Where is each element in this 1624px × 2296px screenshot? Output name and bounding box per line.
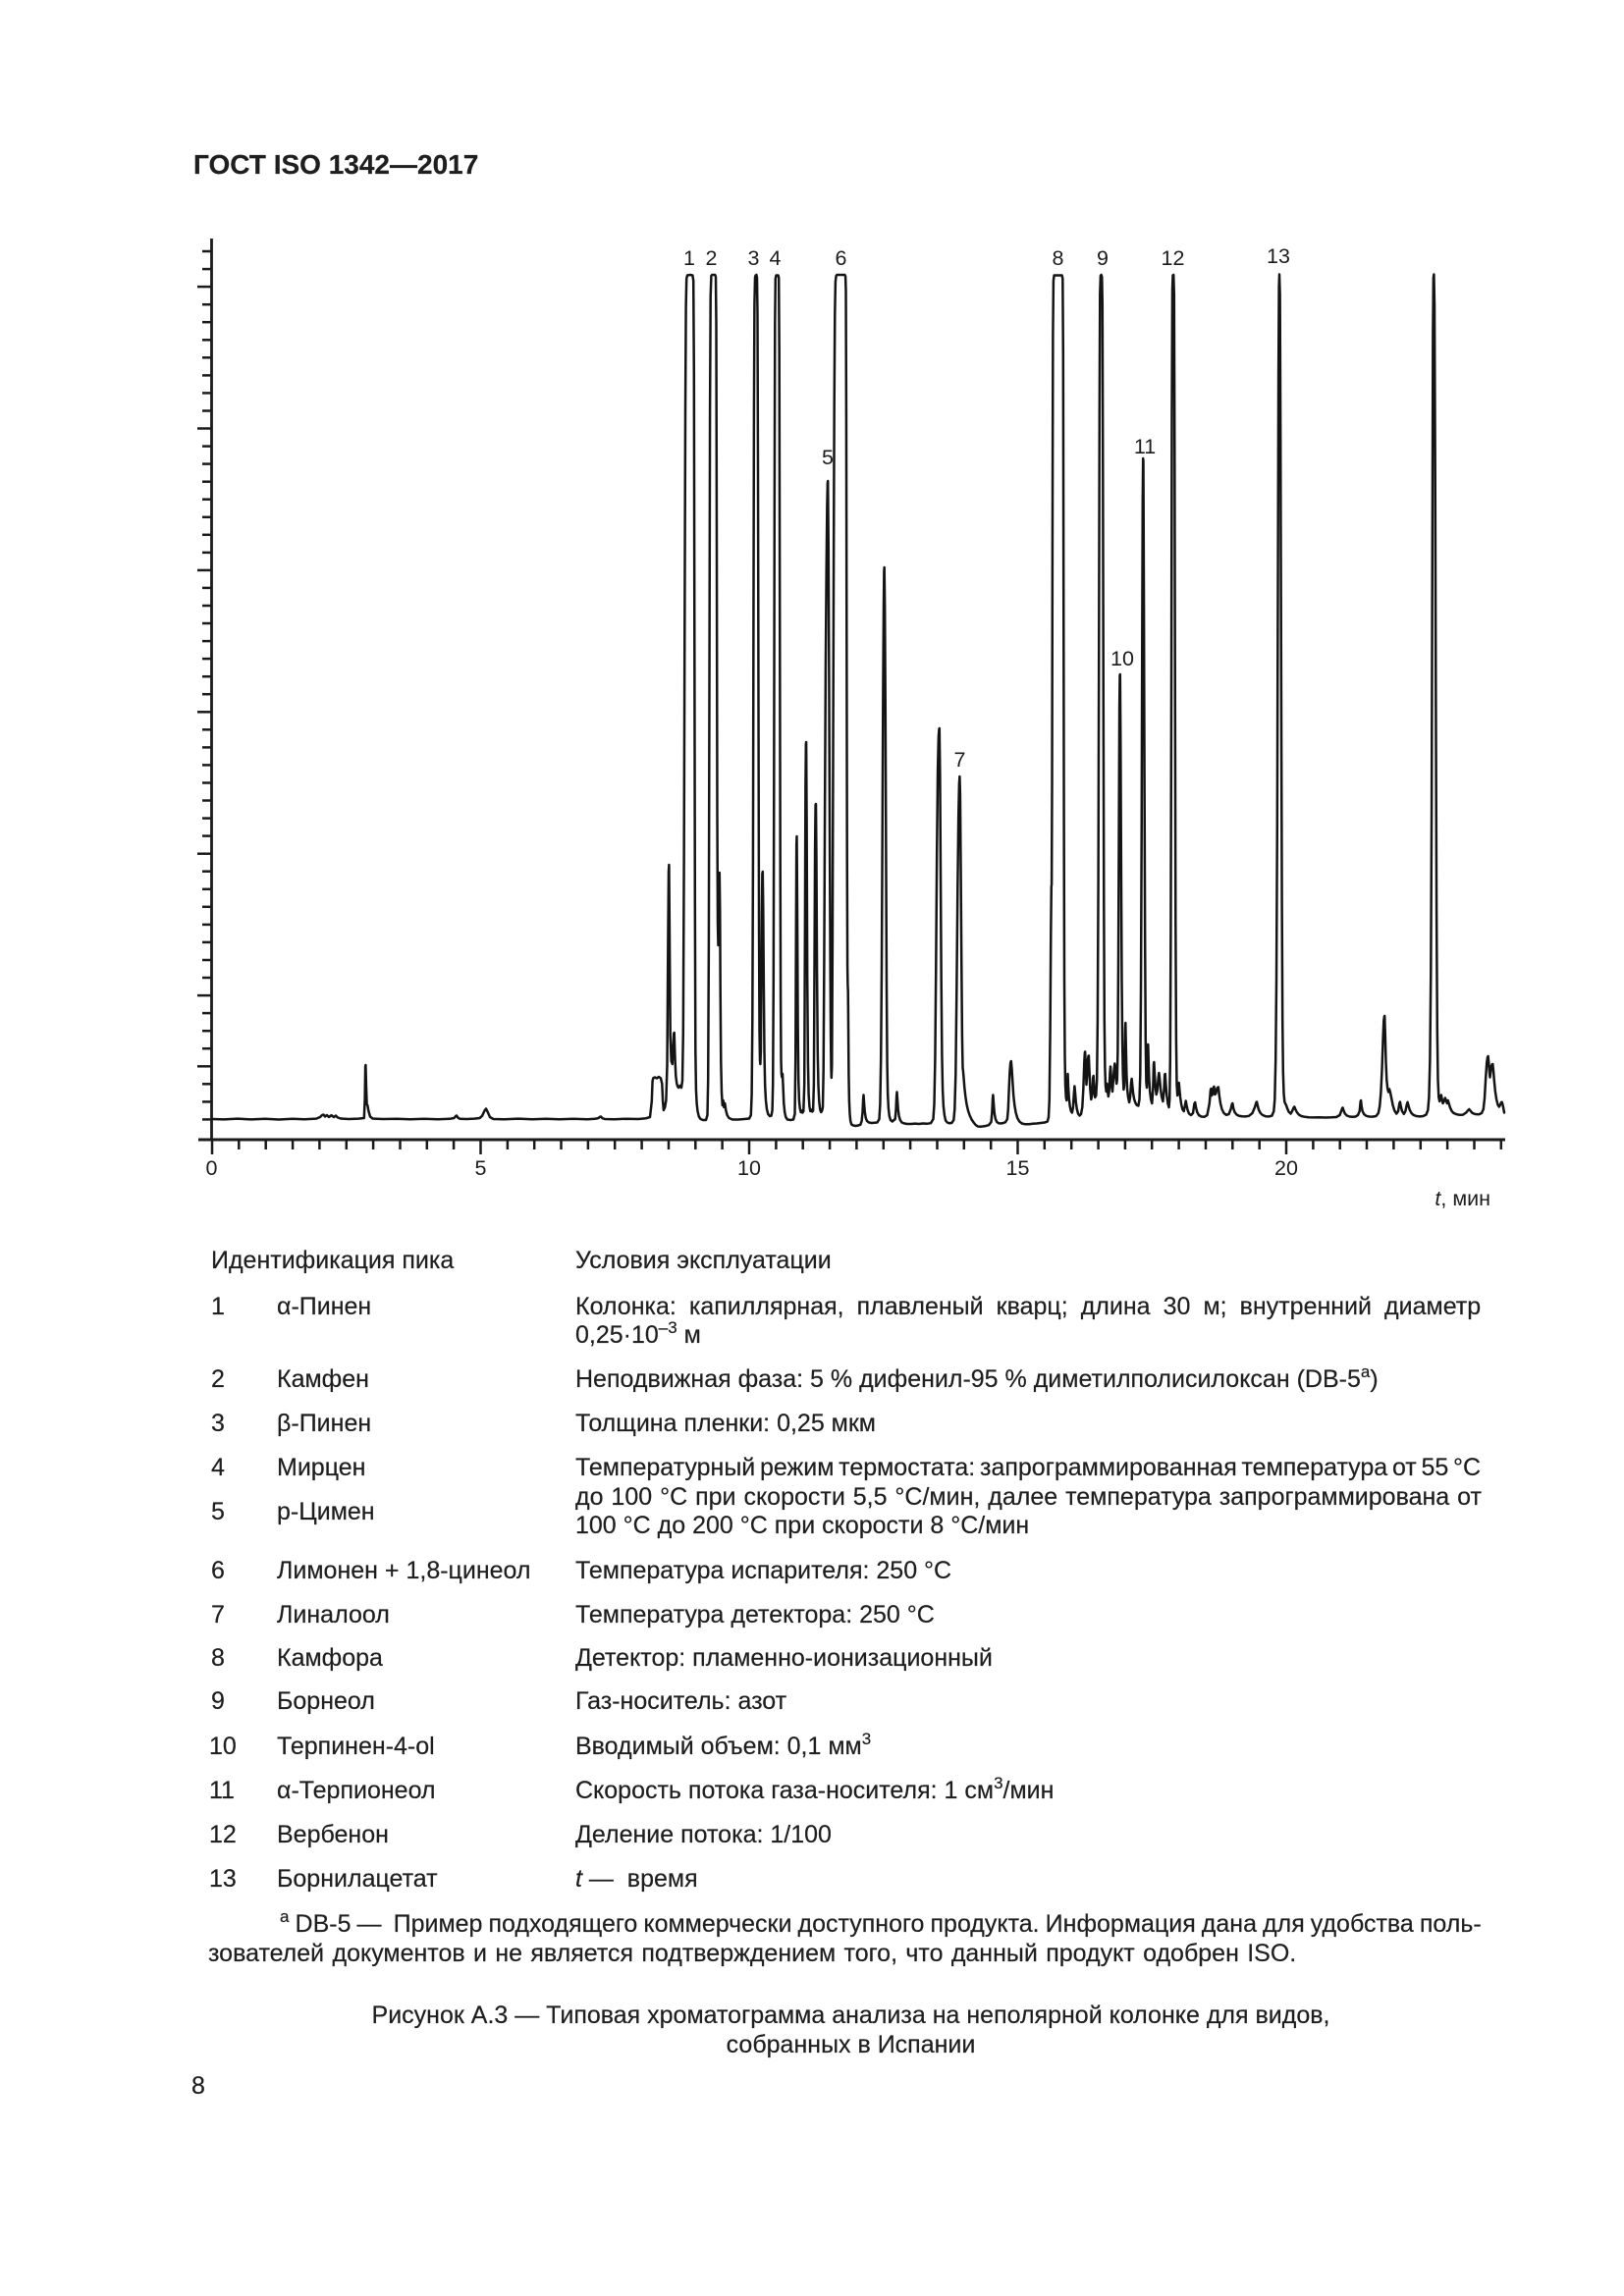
svg-text:5: 5 <box>475 1156 487 1180</box>
svg-text:10: 10 <box>1110 647 1134 670</box>
svg-text:0: 0 <box>206 1156 218 1180</box>
svg-text:7: 7 <box>954 748 966 772</box>
svg-text:11: 11 <box>1134 435 1156 458</box>
svg-text:10: 10 <box>737 1156 761 1180</box>
svg-text:4: 4 <box>770 246 782 270</box>
svg-text:3: 3 <box>748 246 760 270</box>
svg-text:13: 13 <box>1267 244 1290 268</box>
svg-text:t, мин: t, мин <box>1435 1187 1490 1210</box>
svg-text:1: 1 <box>683 246 695 270</box>
svg-text:15: 15 <box>1006 1156 1030 1180</box>
svg-text:20: 20 <box>1274 1156 1298 1180</box>
svg-text:12: 12 <box>1162 246 1185 270</box>
svg-text:9: 9 <box>1097 246 1109 270</box>
svg-text:8: 8 <box>1053 246 1064 270</box>
svg-text:6: 6 <box>836 246 847 270</box>
svg-text:5: 5 <box>822 446 834 469</box>
svg-text:2: 2 <box>706 246 718 270</box>
